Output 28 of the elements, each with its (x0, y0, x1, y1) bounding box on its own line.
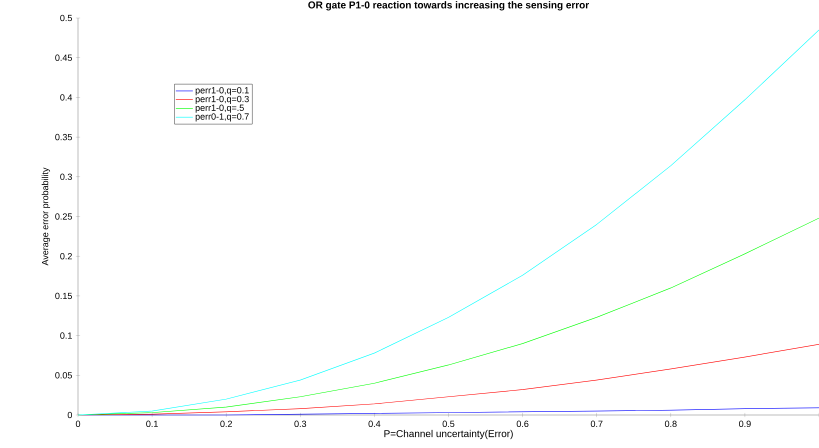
x-tick-label: 0.6 (516, 420, 528, 427)
x-tick-label: 0.2 (220, 420, 232, 427)
x-tick-label: 0.8 (664, 420, 677, 427)
y-tick-label: 0.05 (55, 372, 72, 378)
y-tick-label: 0.4 (60, 94, 72, 101)
legend-label: perr1-0,q=0.1 (196, 87, 249, 96)
y-tick-label: 0.3 (60, 174, 72, 180)
y-tick-label: 0.35 (55, 134, 72, 140)
y-tick-label: 0.15 (55, 292, 72, 300)
y-tick-label: 0.1 (60, 332, 72, 339)
legend-label: perr1-0,q=.5 (196, 104, 244, 113)
y-tick-label: 0.45 (55, 54, 72, 61)
y-tick-label: 0.25 (55, 213, 72, 220)
y-tick-label: 0.5 (60, 14, 72, 22)
x-axis-title: P=Channel uncertainty(Error) (384, 430, 513, 440)
x-tick-label: 0 (76, 420, 80, 427)
x-tick-label: 0.5 (442, 420, 454, 427)
x-tick-label: 0.3 (294, 420, 306, 427)
y-tick-label: 0.2 (60, 253, 72, 260)
y-axis-title: Average error probability (42, 168, 50, 266)
chart-title: OR gate P1-0 reaction towards increasing the sensing error (308, 1, 589, 10)
x-tick-label: 0.7 (590, 420, 602, 427)
x-tick-label: 0.9 (739, 420, 751, 427)
x-tick-label: 0.1 (146, 420, 158, 427)
y-tick-label: 0 (68, 412, 72, 418)
legend-label: perr1-0,q=0.3 (196, 96, 249, 104)
legend-label: perr0-1,q=0.7 (196, 113, 249, 122)
x-tick-label: 0.4 (368, 420, 380, 427)
